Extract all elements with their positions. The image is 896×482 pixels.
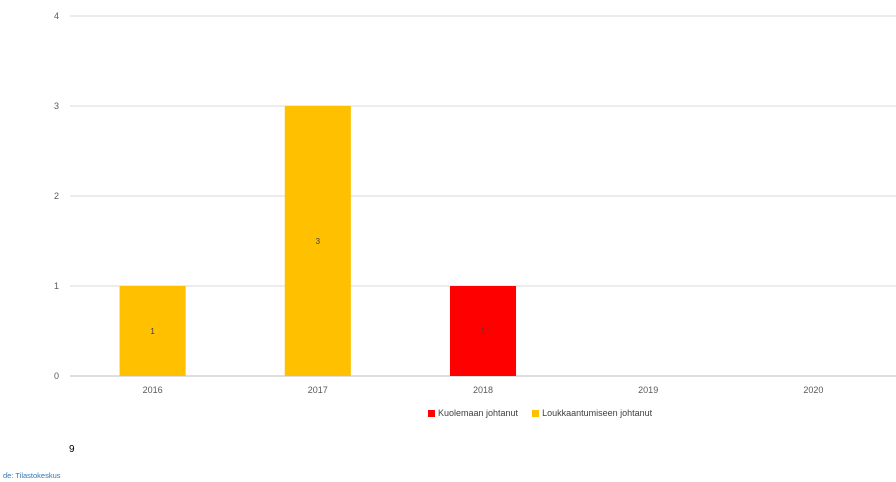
y-tick-label: 4 [54,11,59,21]
legend-label-kuolemaan: Kuolemaan johtanut [438,408,519,418]
source-note: ɗe: Tilastokeskus [3,471,61,480]
legend: Kuolemaan johtanut Loukkaantumiseen joht… [428,408,652,418]
legend-swatch-red [428,409,435,417]
gridlines [70,15,896,377]
bar-2018-series-0 [449,286,517,376]
legend-item-loukkaantumiseen: Loukkaantumiseen johtanut [532,408,652,418]
page-number: 9 [69,444,75,455]
x-axis-ticks: 2016 2017 2018 2019 2020 [143,385,824,395]
x-tick-label-2019: 2019 [638,385,658,395]
x-tick-label-2020: 2020 [803,385,823,395]
y-tick-label: 3 [54,101,59,111]
data-label-2016-series-1: 1 [150,327,155,336]
data-label-2017-series-1: 3 [316,237,321,246]
bars: 1 3 1 [119,106,517,376]
x-tick-label-2016: 2016 [143,385,163,395]
legend-label-loukkaantumiseen: Loukkaantumiseen johtanut [542,408,653,418]
x-tick-label-2018: 2018 [473,385,493,395]
x-tick-label-2017: 2017 [308,385,328,395]
bar-2017-series-1 [284,106,351,376]
legend-swatch-yellow [532,409,540,417]
bar-2016-series-1 [119,286,186,376]
legend-item-kuolemaan: Kuolemaan johtanut [428,408,518,418]
y-tick-label: 0 [54,371,59,381]
data-label-2018-series-0: 1 [481,327,486,336]
y-axis-ticks: 0 1 2 3 4 [54,11,59,381]
y-tick-label: 2 [54,191,59,201]
bar-chart: 0 1 2 3 4 1 3 1 2016 2017 2018 2019 2020 [54,11,896,395]
y-tick-label: 1 [54,281,59,291]
